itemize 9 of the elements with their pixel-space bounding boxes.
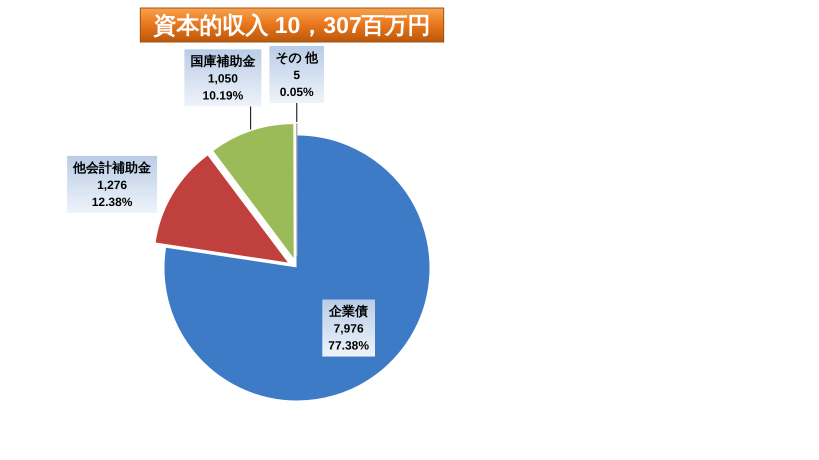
slice-label: 企業債: [328, 304, 368, 319]
data-label: 5 0.05%: [280, 68, 314, 99]
data-label: 1,050 10.19%: [202, 71, 244, 102]
slice-label: 他会計補助金: [72, 160, 152, 175]
data-label: 1,276 12.38%: [92, 178, 133, 209]
chart-title: 資本的収入 10，307百万円: [152, 12, 431, 38]
slice-label: その 他: [275, 50, 320, 65]
slice-label: 国庫補助金: [190, 53, 256, 68]
data-label: 7,976 77.38%: [328, 322, 370, 353]
